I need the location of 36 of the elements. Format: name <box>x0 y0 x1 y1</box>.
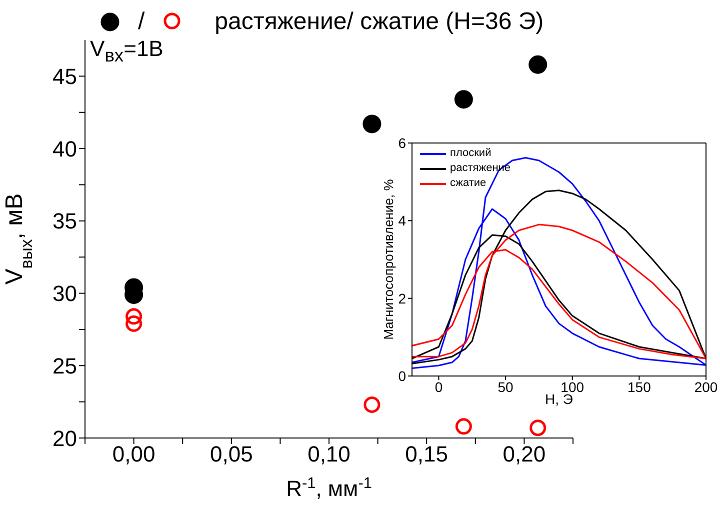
point <box>455 418 472 435</box>
legend-label: сжатие <box>450 176 486 191</box>
legend-title: растяжение/ сжатие (H=36 Э) <box>214 8 544 36</box>
y-axis-title: Магнитосопротивление, % <box>381 178 396 340</box>
y-tick-label: 45 <box>52 64 77 89</box>
x-tick-label: 150 <box>628 378 652 395</box>
y-tick-label: 40 <box>52 136 77 162</box>
y-tick-label: 30 <box>52 281 77 306</box>
y-tick-label: 6 <box>398 134 406 151</box>
point <box>364 396 380 413</box>
line-series <box>412 224 706 360</box>
x-tick-label: 0,00 <box>112 442 156 467</box>
y-tick-label: 20 <box>52 426 77 451</box>
y-tick-label: 25 <box>52 353 77 378</box>
y-tick-label: 2 <box>398 290 406 306</box>
x-tick-label: 0,05 <box>210 442 253 467</box>
x-tick-label: 0 <box>434 378 443 395</box>
y-tick-label: 35 <box>52 208 77 234</box>
x-tick-label: 0,20 <box>502 442 546 467</box>
text: / <box>138 8 145 36</box>
legend-label: плоский <box>450 146 492 161</box>
point <box>530 420 546 436</box>
y-tick-label: 4 <box>398 212 406 229</box>
point <box>528 55 548 74</box>
x-axis-title: R$^{-1}$, мм$^{-1}$ <box>286 474 372 501</box>
x-tick-label: 0,15 <box>405 442 448 467</box>
point <box>126 315 142 332</box>
point <box>454 90 473 109</box>
line-series <box>412 157 706 369</box>
x-tick-label: 0,10 <box>308 442 350 467</box>
annotation: V$_{вх}$=1В <box>90 36 164 66</box>
point <box>126 308 142 325</box>
x-tick-label: 50 <box>498 378 514 395</box>
y-tick-label: 0 <box>398 368 406 384</box>
point <box>362 114 382 134</box>
x-tick-label: 200 <box>694 378 718 395</box>
